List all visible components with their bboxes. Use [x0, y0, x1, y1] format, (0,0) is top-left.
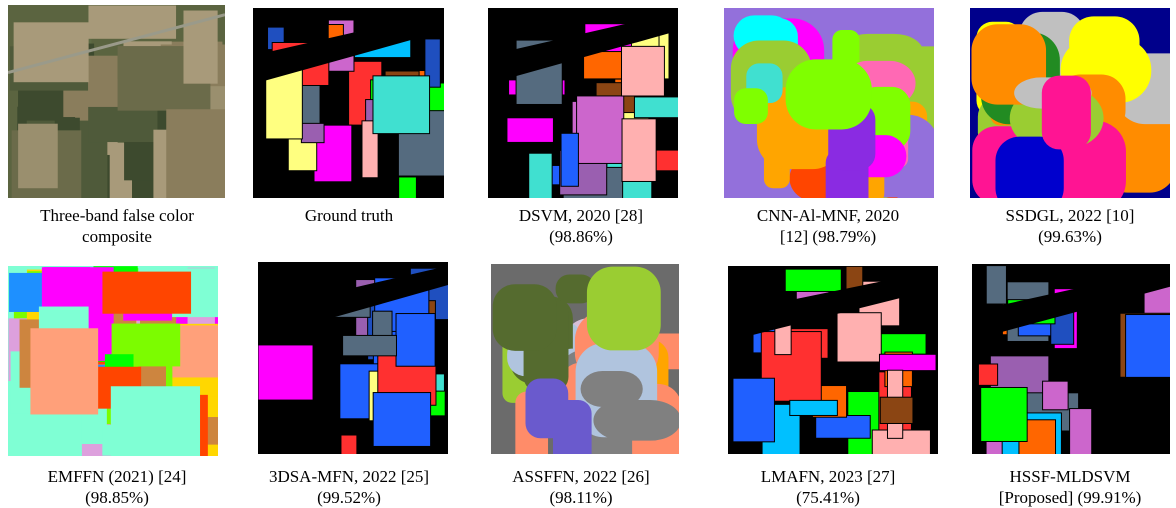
map-region — [577, 96, 624, 164]
map-region — [14, 22, 89, 82]
caption: Ground truth — [229, 205, 469, 226]
map-region — [493, 284, 557, 351]
caption-line: DSVM, 2020 [28] — [461, 205, 701, 226]
caption-line: [Proposed] (99.91%) — [950, 487, 1176, 508]
caption-line: CNN-Al-MNF, 2020 — [708, 205, 948, 226]
map-region — [1126, 315, 1170, 378]
caption-line: (75.41%) — [708, 487, 948, 508]
map-region — [166, 109, 225, 198]
caption: 3DSA-MFN, 2022 [25](99.52%) — [229, 466, 469, 508]
classification-map — [253, 8, 444, 198]
map-region — [986, 266, 1006, 304]
caption-line: EMFFN (2021) [24] — [0, 466, 237, 487]
map-region — [581, 371, 643, 407]
map-region — [634, 97, 678, 118]
map-region — [622, 46, 665, 96]
map-region — [18, 124, 58, 189]
map-region — [734, 88, 768, 124]
caption-line: Three-band false color — [0, 205, 237, 226]
map-region — [816, 415, 871, 438]
classification-map — [8, 5, 225, 198]
caption-line: composite — [0, 226, 237, 247]
caption-line: LMAFN, 2023 [27] — [708, 466, 948, 487]
map-region — [258, 345, 313, 400]
caption-line: SSDGL, 2022 [10] — [950, 205, 1176, 226]
map-region — [399, 177, 417, 198]
caption: SSDGL, 2022 [10](99.63%) — [950, 205, 1176, 247]
map-region — [1070, 409, 1092, 454]
classification-map — [258, 262, 448, 454]
caption-line: Ground truth — [229, 205, 469, 226]
map-region — [1069, 16, 1139, 69]
map-region — [561, 133, 578, 186]
map-region — [880, 397, 913, 423]
caption-line: [12] (98.79%) — [708, 226, 948, 247]
map-region — [622, 119, 656, 182]
classification-map — [724, 8, 934, 198]
map-region — [553, 400, 592, 454]
classification-map — [488, 8, 678, 198]
map-region — [373, 393, 430, 447]
caption: HSSF-MLDSVM[Proposed] (99.91%) — [950, 466, 1176, 508]
map-region — [266, 69, 303, 139]
map-region — [981, 387, 1027, 441]
caption: LMAFN, 2023 [27](75.41%) — [708, 466, 948, 508]
map-region — [584, 52, 627, 79]
classification-map — [8, 266, 218, 456]
figure: {"panels": [ {"caption": ["Three-band fa… — [0, 0, 1176, 504]
caption-line: ASSFFN, 2022 [26] — [461, 466, 701, 487]
caption-line: (98.11%) — [461, 487, 701, 508]
caption-line: (98.86%) — [461, 226, 701, 247]
map-region — [733, 378, 775, 442]
caption-line: (98.85%) — [0, 487, 237, 508]
caption-line: 3DSA-MFN, 2022 [25] — [229, 466, 469, 487]
map-region — [529, 153, 552, 198]
map-region — [978, 364, 997, 385]
map-region — [30, 328, 98, 414]
map-region — [507, 118, 553, 143]
map-region — [373, 311, 392, 339]
classification-map — [972, 264, 1170, 454]
caption: CNN-Al-MNF, 2020[12] (98.79%) — [708, 205, 948, 247]
map-region — [102, 272, 191, 314]
caption-line: (99.52%) — [229, 487, 469, 508]
map-region — [786, 59, 872, 129]
map-region — [343, 335, 397, 355]
classification-map — [728, 266, 938, 454]
map-region — [790, 400, 838, 415]
map-region — [1042, 76, 1091, 150]
map-region — [1043, 381, 1069, 410]
map-region — [301, 123, 324, 142]
map-region — [88, 107, 157, 142]
map-region — [341, 435, 357, 454]
caption-line: HSSF-MLDSVM — [950, 466, 1176, 487]
caption-line: (99.63%) — [950, 226, 1176, 247]
caption: ASSFFN, 2022 [26](98.11%) — [461, 466, 701, 508]
map-region — [396, 314, 435, 367]
classification-map — [970, 8, 1170, 198]
map-region — [587, 267, 661, 351]
caption: DSVM, 2020 [28](98.86%) — [461, 205, 701, 247]
map-region — [785, 269, 841, 291]
map-region — [837, 313, 881, 362]
map-region — [111, 386, 200, 456]
caption: EMFFN (2021) [24](98.85%) — [0, 466, 237, 508]
map-region — [373, 76, 430, 134]
classification-map — [491, 264, 679, 454]
map-region — [88, 6, 176, 39]
map-region — [879, 354, 936, 370]
